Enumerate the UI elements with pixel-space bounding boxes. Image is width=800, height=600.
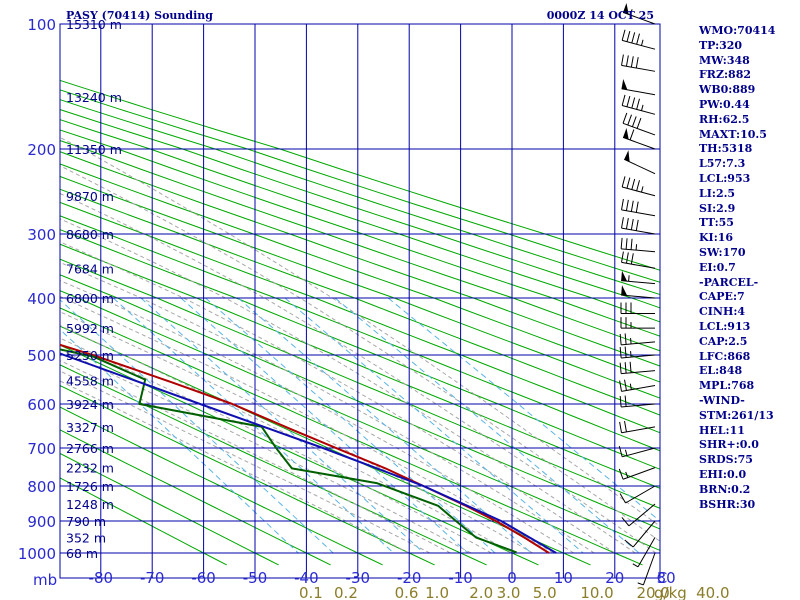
index-item: PW:0.44 (699, 98, 775, 113)
index-item: TP:320 (699, 39, 775, 54)
index-item: STM:261/13 (699, 409, 775, 424)
index-item: LCL:913 (699, 320, 775, 335)
pressure-tick-label: 900 (27, 513, 56, 531)
mixing-ratio-tick-label: 40.0 (696, 584, 729, 600)
height-label: 1248 m (66, 497, 114, 512)
height-label: 5992 m (66, 321, 114, 336)
temperature-tick-label: -80 (89, 569, 114, 587)
index-item: BRN:0.2 (699, 483, 775, 498)
index-item: LFC:868 (699, 350, 775, 365)
index-item: MW:348 (699, 54, 775, 69)
index-item: SRDS:75 (699, 453, 775, 468)
pressure-tick-label: 100 (27, 16, 56, 34)
height-label: 790 m (66, 514, 106, 529)
index-item: CINH:4 (699, 305, 775, 320)
pressure-tick-label: 800 (27, 478, 56, 496)
mixing-ratio-tick-label: 0.6 (395, 584, 419, 600)
height-label: 8680 m (66, 227, 114, 242)
index-item: -PARCEL- (699, 276, 775, 291)
pressure-tick-labels: 100 200 300 400 500 600 700 800 900 1000 (18, 16, 56, 563)
index-item: WB0:889 (699, 83, 775, 98)
height-label: 3327 m (66, 420, 114, 435)
mixing-ratio-tick-label: 1.0 (425, 584, 449, 600)
pressure-tick-label: 600 (27, 396, 56, 414)
pressure-tick-label: 400 (27, 290, 56, 308)
temperature-tick-label: -60 (191, 569, 216, 587)
index-item: SI:2.9 (699, 202, 775, 217)
index-item: BSHR:30 (699, 498, 775, 513)
sounding-indices-list: WMO:70414 TP:320 MW:348 FRZ:882 WB0:889 PW:0.… (699, 24, 775, 512)
height-label: 4558 m (66, 374, 114, 389)
height-label: 9870 m (66, 189, 114, 204)
height-label: 68 m (66, 546, 98, 561)
station-title: PASY (70414) Sounding (66, 9, 213, 22)
sounding-timestamp: 0000Z 14 OCT 25 (547, 9, 654, 22)
mixing-ratio-unit: g/kg (654, 584, 687, 600)
height-label: 11350 m (66, 142, 122, 157)
index-item: KI:16 (699, 231, 775, 246)
height-label: 6800 m (66, 291, 114, 306)
mixing-ratio-tick-label: 0.1 (299, 584, 323, 600)
mixing-ratio-tick-label: 3.0 (497, 584, 521, 600)
index-item: FRZ:882 (699, 68, 775, 83)
height-label: 352 m (66, 530, 106, 545)
index-item: CAPE:7 (699, 290, 775, 305)
height-label: 13240 m (66, 90, 122, 105)
height-label: 2766 m (66, 441, 114, 456)
index-item: WMO:70414 (699, 24, 775, 39)
temperature-tick-label: -70 (140, 569, 165, 587)
height-label: 3924 m (66, 397, 114, 412)
mixing-ratio-tick-label: 0.2 (334, 584, 358, 600)
temperature-tick-label: -50 (243, 569, 268, 587)
y-axis-label: mb (33, 571, 57, 589)
index-item: EL:848 (699, 364, 775, 379)
temperature-tick-label: 10 (554, 569, 573, 587)
pressure-tick-label: 300 (27, 226, 56, 244)
index-item: TT:55 (699, 216, 775, 231)
index-item: HEL:11 (699, 424, 775, 439)
index-item: MPL:768 (699, 379, 775, 394)
index-item: -WIND- (699, 394, 775, 409)
height-label: 5250 m (66, 348, 114, 363)
height-label: 1726 m (66, 479, 114, 494)
index-item: MAXT:10.5 (699, 128, 775, 143)
pressure-tick-label: 1000 (18, 545, 56, 563)
pressure-tick-label: 500 (27, 347, 56, 365)
mixing-ratio-tick-label: 5.0 (533, 584, 557, 600)
index-item: L57:7.3 (699, 157, 775, 172)
index-item: CAP:2.5 (699, 335, 775, 350)
pressure-tick-label: 200 (27, 141, 56, 159)
index-item: RH:62.5 (699, 113, 775, 128)
index-item: TH:5318 (699, 142, 775, 157)
pressure-tick-label: 700 (27, 440, 56, 458)
index-item: EHI:0.0 (699, 468, 775, 483)
index-item: LI:2.5 (699, 187, 775, 202)
mixing-ratio-tick-label: 10.0 (580, 584, 613, 600)
height-label: 7684 m (66, 261, 114, 276)
height-label: 2232 m (66, 461, 114, 476)
mixing-ratio-tick-label: 2.0 (469, 584, 493, 600)
index-item: EI:0.7 (699, 261, 775, 276)
index-item: SHR+:0.0 (699, 438, 775, 453)
index-item: LCL:953 (699, 172, 775, 187)
index-item: SW:170 (699, 246, 775, 261)
